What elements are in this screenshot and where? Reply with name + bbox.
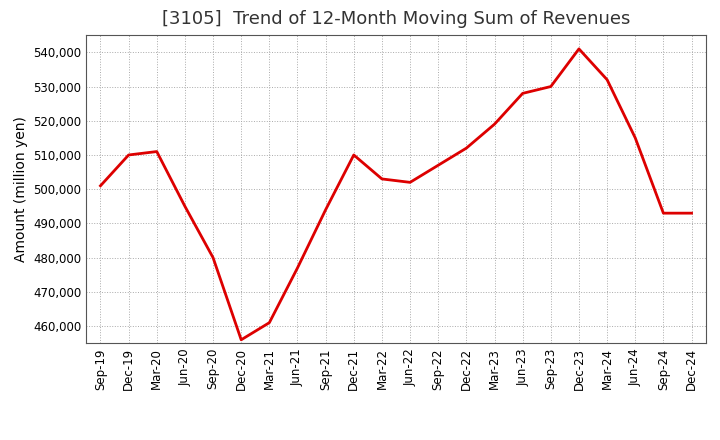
Title: [3105]  Trend of 12-Month Moving Sum of Revenues: [3105] Trend of 12-Month Moving Sum of R… xyxy=(162,10,630,28)
Y-axis label: Amount (million yen): Amount (million yen) xyxy=(14,116,28,262)
